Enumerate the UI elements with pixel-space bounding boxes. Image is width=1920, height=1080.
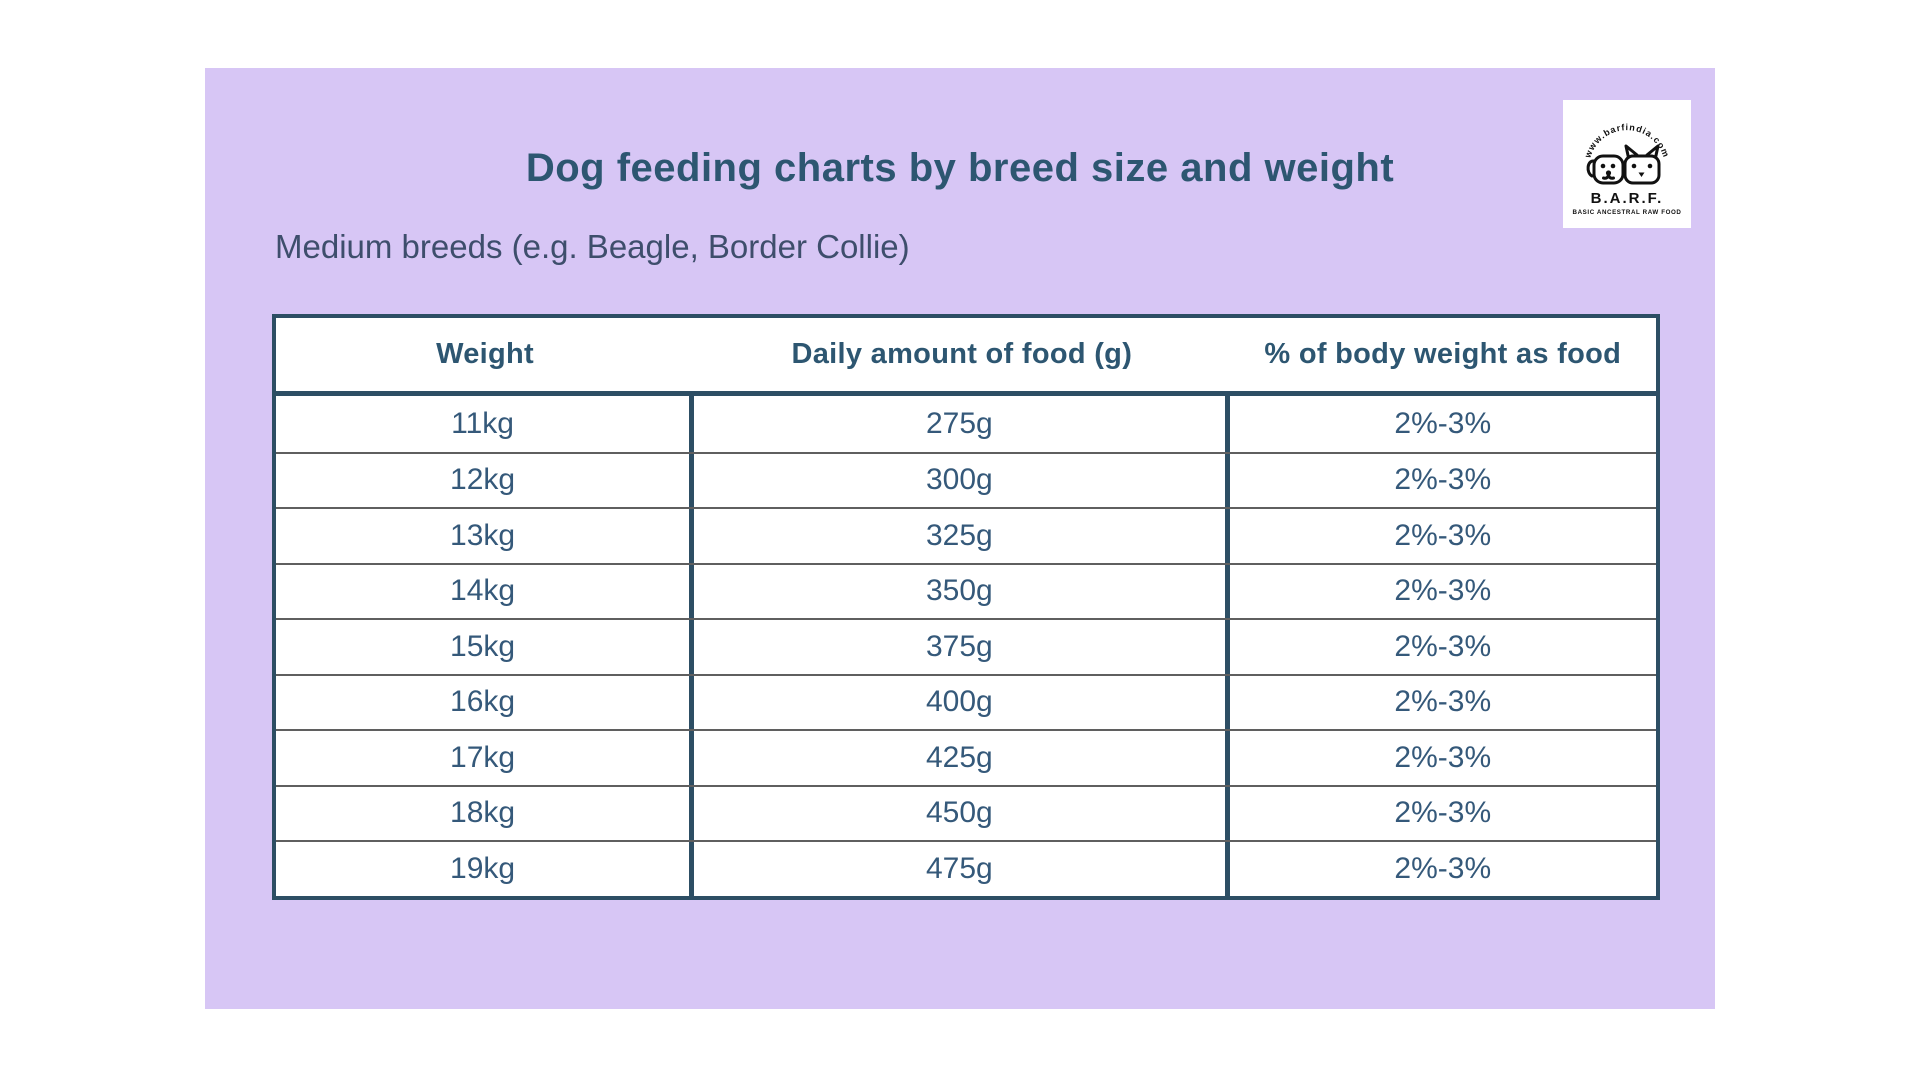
table-cell: 18kg	[276, 786, 695, 840]
logo-tagline-text: BASIC ANCESTRAL RAW FOOD	[1573, 209, 1682, 216]
dog-cat-logo-icon: www.barfindia.com	[1573, 122, 1682, 216]
barf-logo: www.barfindia.com	[1563, 100, 1691, 228]
feeding-table: Weight Daily amount of food (g) % of body …	[272, 314, 1660, 900]
table-cell: 325g	[694, 509, 1230, 563]
table-cell: 300g	[694, 453, 1230, 507]
table-cell: 13kg	[276, 509, 695, 563]
table-cell: 2%-3%	[1394, 685, 1492, 719]
table-cell: 375g	[694, 620, 1230, 674]
table-cell: 450g	[694, 786, 1230, 840]
table-cell: 2%-3%	[1394, 463, 1492, 497]
table-cell: 15kg	[276, 620, 695, 674]
table-cell: 2%-3%	[1394, 574, 1492, 608]
table-cell: 19kg	[276, 842, 695, 896]
table-cell: 425g	[694, 731, 1230, 785]
table-row: 13kg 325g 2%-3%	[276, 507, 1656, 563]
table-cell: 275g	[694, 396, 1230, 452]
table-row: 19kg 475g 2%-3%	[276, 840, 1656, 896]
table-cell: 2%-3%	[1394, 740, 1492, 774]
cat-face-dots	[1631, 163, 1653, 177]
dog-face-icon	[1586, 154, 1625, 185]
table-cell: 400g	[694, 675, 1230, 729]
table-row: 12kg 300g 2%-3%	[276, 451, 1656, 507]
table-row: 11kg 275g 2%-3%	[276, 396, 1656, 452]
dog-face-dots	[1600, 163, 1616, 176]
table-row: 17kg 425g 2%-3%	[276, 729, 1656, 785]
table-cell: 16kg	[276, 675, 695, 729]
table-cell: 12kg	[276, 453, 695, 507]
table-row: 18kg 450g 2%-3%	[276, 784, 1656, 840]
column-header: % of body weight as food	[1264, 338, 1622, 370]
column-header: Weight	[436, 338, 535, 370]
table-cell: 2%-3%	[1394, 629, 1492, 663]
table-cell: 17kg	[276, 731, 695, 785]
table-row: 16kg 400g 2%-3%	[276, 673, 1656, 729]
infographic-card: Dog feeding charts by breed size and wei…	[205, 68, 1715, 1009]
table-cell: 14kg	[276, 564, 695, 618]
table-cell: 11kg	[276, 396, 695, 452]
table-cell: 2%-3%	[1394, 518, 1492, 552]
table-cell: 2%-3%	[1394, 406, 1492, 440]
cat-face-icon	[1623, 144, 1661, 185]
table-row: 15kg 375g 2%-3%	[276, 618, 1656, 674]
table-header-row: Weight Daily amount of food (g) % of body …	[276, 318, 1656, 396]
page-title: Dog feeding charts by breed size and wei…	[525, 146, 1395, 190]
logo-name-text: B.A.R.F.	[1591, 190, 1664, 207]
breed-size-subtitle: Medium breeds (e.g. Beagle, Border Colli…	[275, 228, 910, 265]
table-cell: 350g	[694, 564, 1230, 618]
table-cell: 2%-3%	[1394, 851, 1492, 885]
table-row: 14kg 350g 2%-3%	[276, 562, 1656, 618]
column-header: Daily amount of food (g)	[791, 338, 1133, 370]
table-cell: 475g	[694, 842, 1230, 896]
table-cell: 2%-3%	[1394, 796, 1492, 830]
table-body: 11kg 275g 2%-3% 12kg 300g 2%-3% 13kg 325g 2%-3% 1…	[276, 396, 1656, 896]
